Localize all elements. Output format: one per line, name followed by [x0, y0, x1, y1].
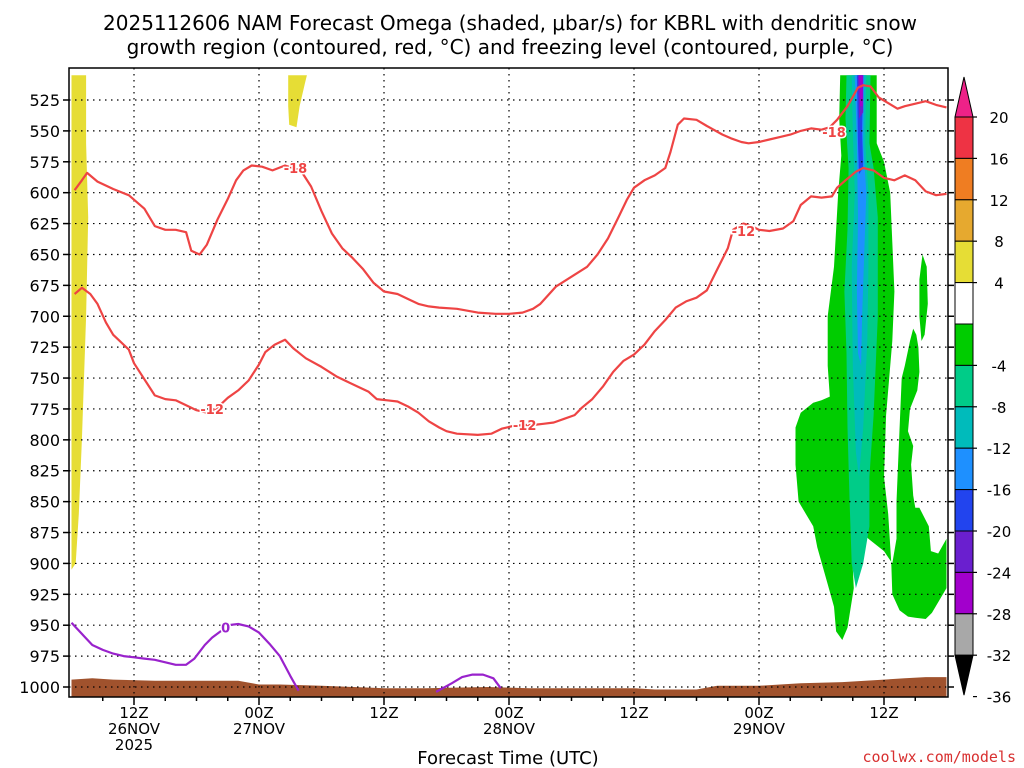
colorbar-label: 16 [989, 150, 1008, 168]
ground-terrain [71, 677, 947, 697]
x-tick-label: 12Z [119, 704, 148, 722]
contour-line-2 [70, 621, 300, 692]
colorbar-label: -16 [987, 482, 1012, 500]
x-tick-label: 27NOV [233, 720, 286, 738]
y-axis: 525 550 575 600 625 650 675 700 725 750 775 800 825 8… [19, 91, 954, 697]
colorbar-label: -12 [987, 440, 1012, 458]
y-tick-label: 900 [29, 554, 60, 573]
colorbar-bin [954, 323, 974, 366]
colorbar-bin [954, 364, 974, 408]
colorbar-bin [954, 157, 974, 201]
y-tick-label: 650 [29, 245, 60, 264]
colorbar-bin [954, 199, 974, 242]
x-tick-label: 00Z [744, 704, 773, 722]
colorbar-bin [954, 116, 974, 159]
x-tick-label: 00Z [244, 704, 273, 722]
colorbar-label: 8 [994, 233, 1004, 251]
colorbar-bin [954, 571, 974, 615]
x-tick-label: 29NOV [733, 720, 786, 738]
y-tick-label: 675 [29, 276, 60, 295]
colorbar-label: 4 [994, 275, 1004, 293]
colorbar-label: -8 [992, 399, 1007, 417]
contour-labels: -18 -18 -12 -12 -12 0 [199, 125, 847, 639]
contour-line-3 [435, 673, 502, 693]
plot-area [69, 68, 948, 697]
plot-background [69, 68, 948, 697]
x-tick-label: 12Z [619, 704, 648, 722]
grid-lines [69, 68, 948, 697]
colorbar-label: -36 [987, 689, 1012, 707]
colorbar-bin [954, 240, 974, 284]
y-tick-label: 750 [29, 369, 60, 388]
contour-label-5: 0 [221, 622, 230, 637]
x-tick-label: 2025 [115, 736, 153, 754]
omega-shade-1 [288, 75, 307, 128]
contour-label-3: -12 [732, 225, 756, 240]
contour-label-1: -18 [822, 126, 846, 141]
y-tick-label: 700 [29, 307, 60, 326]
y-tick-label: 525 [29, 91, 60, 110]
colorbar-label: 20 [989, 109, 1008, 127]
x-tick-label: 12Z [369, 704, 398, 722]
x-axis-label: Forecast Time (UTC) [417, 748, 598, 768]
colorbar-bin [954, 282, 974, 325]
omega-shade-3 [919, 254, 928, 341]
omega-shade-6 [854, 75, 867, 366]
colorbar-top-arrow [954, 76, 974, 118]
y-tick-label: 800 [29, 431, 60, 450]
colorbar-label: -28 [987, 606, 1012, 624]
colorbar-bin [954, 447, 974, 491]
credit-text: coolwx.com/models [862, 748, 1016, 766]
y-tick-label: 575 [29, 153, 60, 172]
colorbar-bin [954, 406, 974, 449]
x-tick-label: 00Z [494, 704, 523, 722]
x-tick-label: 28NOV [483, 720, 536, 738]
y-tick-label: 725 [29, 338, 60, 357]
colorbar: 20 16 12 8 4 -4 -8 -12 -16 -20 -24 -28 -32 -36 [954, 76, 1012, 707]
colorbar-label: -32 [987, 647, 1012, 665]
y-tick-label: 625 [29, 215, 60, 234]
y-tick-label: 600 [29, 184, 60, 203]
colorbar-bin [954, 530, 974, 573]
chart-title-line2: growth region (contoured, red, °C) and f… [127, 35, 894, 59]
y-tick-label: 950 [29, 616, 60, 635]
colorbar-label: -24 [987, 564, 1012, 582]
contour-label-0: -18 [284, 162, 308, 177]
colorbar-bottom-arrow [954, 654, 974, 696]
y-tick-label: 550 [29, 122, 60, 141]
omega-shade-0 [71, 75, 89, 570]
colorbar-label: 12 [989, 192, 1008, 210]
y-tick-label: 875 [29, 524, 60, 543]
x-tick-label: 26NOV [108, 720, 161, 738]
chart-title-line1: 2025112606 NAM Forecast Omega (shaded, μ… [103, 11, 917, 35]
omega-shade-9 [859, 75, 863, 107]
colorbar-bin [954, 613, 974, 656]
contour-layer [70, 84, 947, 693]
colorbar-label: -20 [987, 523, 1012, 541]
y-tick-label: 775 [29, 400, 60, 419]
y-tick-label: 925 [29, 585, 60, 604]
contour-label-2: -12 [200, 403, 224, 418]
y-tick-label: 975 [29, 647, 60, 666]
y-tick-label: 825 [29, 462, 60, 481]
x-tick-label: 12Z [869, 704, 898, 722]
contour-label-4: -12 [513, 419, 537, 434]
colorbar-label: -4 [992, 357, 1007, 375]
contour-line-1 [73, 166, 947, 436]
colorbar-bin [954, 489, 974, 532]
y-tick-label: 1000 [19, 678, 60, 697]
y-tick-label: 850 [29, 493, 60, 512]
contour-line-0 [73, 84, 947, 315]
